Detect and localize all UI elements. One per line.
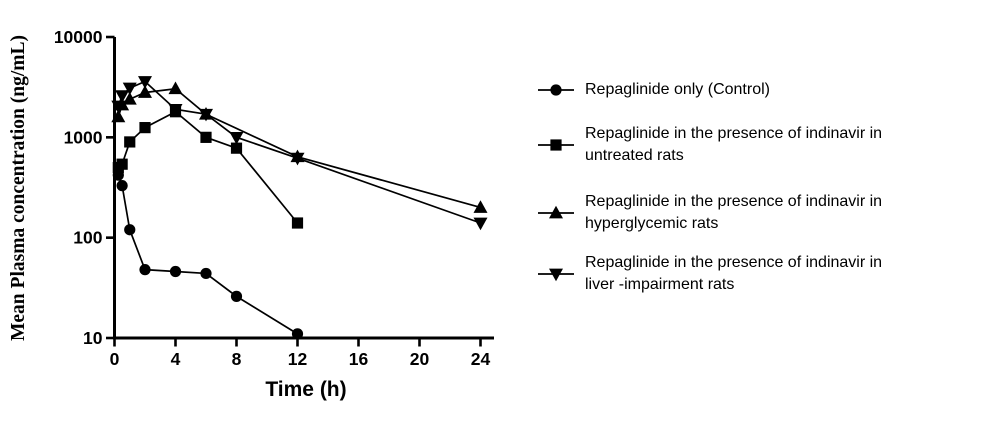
series-points-circle — [112, 169, 304, 340]
legend-triangle-down-icon — [538, 268, 574, 282]
x-tick-label: 0 — [110, 349, 120, 369]
legend-entry-circle: Repaglinide only (Control) — [536, 79, 770, 101]
y-tick-label: 10 — [83, 328, 103, 348]
data-point-triangle-down — [115, 90, 130, 103]
plot-series — [111, 76, 488, 340]
x-tick-label: 16 — [349, 349, 369, 369]
data-point-triangle-down — [138, 76, 152, 89]
series-points-triangle-down — [111, 76, 488, 231]
data-point-triangle-up — [138, 85, 152, 98]
legend-entry-triangle-up: Repaglinide in the presence of indinavir… — [536, 191, 882, 235]
data-point-triangle-down — [168, 103, 183, 117]
y-tick-label: 1000 — [64, 127, 103, 147]
y-tick-label: 100 — [73, 228, 102, 248]
data-point-triangle-down — [290, 152, 305, 166]
x-tick-label: 12 — [288, 349, 308, 369]
data-point-circle — [230, 290, 243, 302]
data-point-circle — [139, 264, 151, 276]
data-point-square — [230, 142, 243, 154]
x-tick-label: 20 — [410, 349, 430, 369]
data-point-triangle-down — [229, 131, 244, 145]
data-point-triangle-up — [111, 109, 126, 123]
data-point-circle — [200, 267, 212, 280]
legend-label: Repaglinide in the presence of indinavir… — [585, 193, 883, 232]
data-point-circle — [116, 180, 128, 192]
series-line-triangle-down — [117, 80, 481, 224]
y-axis-title: Mean Plasma concentration (ng/mL) — [8, 35, 29, 341]
data-point-triangle-up — [473, 200, 488, 213]
data-point-triangle-down — [473, 217, 488, 231]
data-point-triangle-down — [111, 100, 126, 114]
data-point-triangle-up — [549, 205, 563, 219]
data-point-circle — [291, 328, 304, 340]
data-point-square — [200, 131, 212, 143]
legend-circle-icon — [538, 84, 574, 96]
data-point-square — [124, 136, 136, 148]
data-point-square — [550, 139, 562, 151]
data-point-triangle-up — [122, 91, 137, 105]
series-points-square — [112, 106, 304, 229]
data-point-circle — [124, 224, 136, 236]
x-axis-title: Time (h) — [265, 378, 346, 401]
legend-entry-triangle-down: Repaglinide in the presence of indinavir… — [536, 252, 882, 296]
legend-label: Repaglinide only (Control) — [585, 81, 770, 98]
plot-axes: 10 100 1000 10000 0 4 8 12 16 20 24 — [54, 27, 494, 369]
axis-spine — [113, 37, 494, 340]
legend-square-icon — [538, 139, 574, 151]
data-point-square — [116, 158, 128, 170]
series-line-circle — [117, 174, 298, 335]
data-point-square — [291, 217, 304, 229]
x-tick-label: 24 — [471, 349, 491, 369]
data-point-triangle-down — [122, 82, 137, 96]
x-tick-label: 8 — [232, 349, 242, 369]
data-point-square — [139, 122, 151, 134]
legend-label: Repaglinide in the presence of indinavir… — [585, 125, 883, 164]
data-point-triangle-down — [549, 268, 563, 282]
legend: Repaglinide only (Control) Repaglinide in… — [536, 0, 996, 423]
data-point-circle — [550, 84, 562, 96]
data-point-triangle-up — [168, 81, 183, 95]
y-tick-label: 10000 — [54, 27, 103, 47]
data-point-circle — [169, 265, 182, 278]
legend-label: Repaglinide in the presence of indinavir… — [585, 254, 883, 293]
legend-triangle-up-icon — [538, 205, 574, 219]
data-point-triangle-down — [199, 108, 213, 122]
x-tick-label: 4 — [171, 349, 181, 369]
legend-entry-square: Repaglinide in the presence of indinavir… — [536, 123, 882, 167]
